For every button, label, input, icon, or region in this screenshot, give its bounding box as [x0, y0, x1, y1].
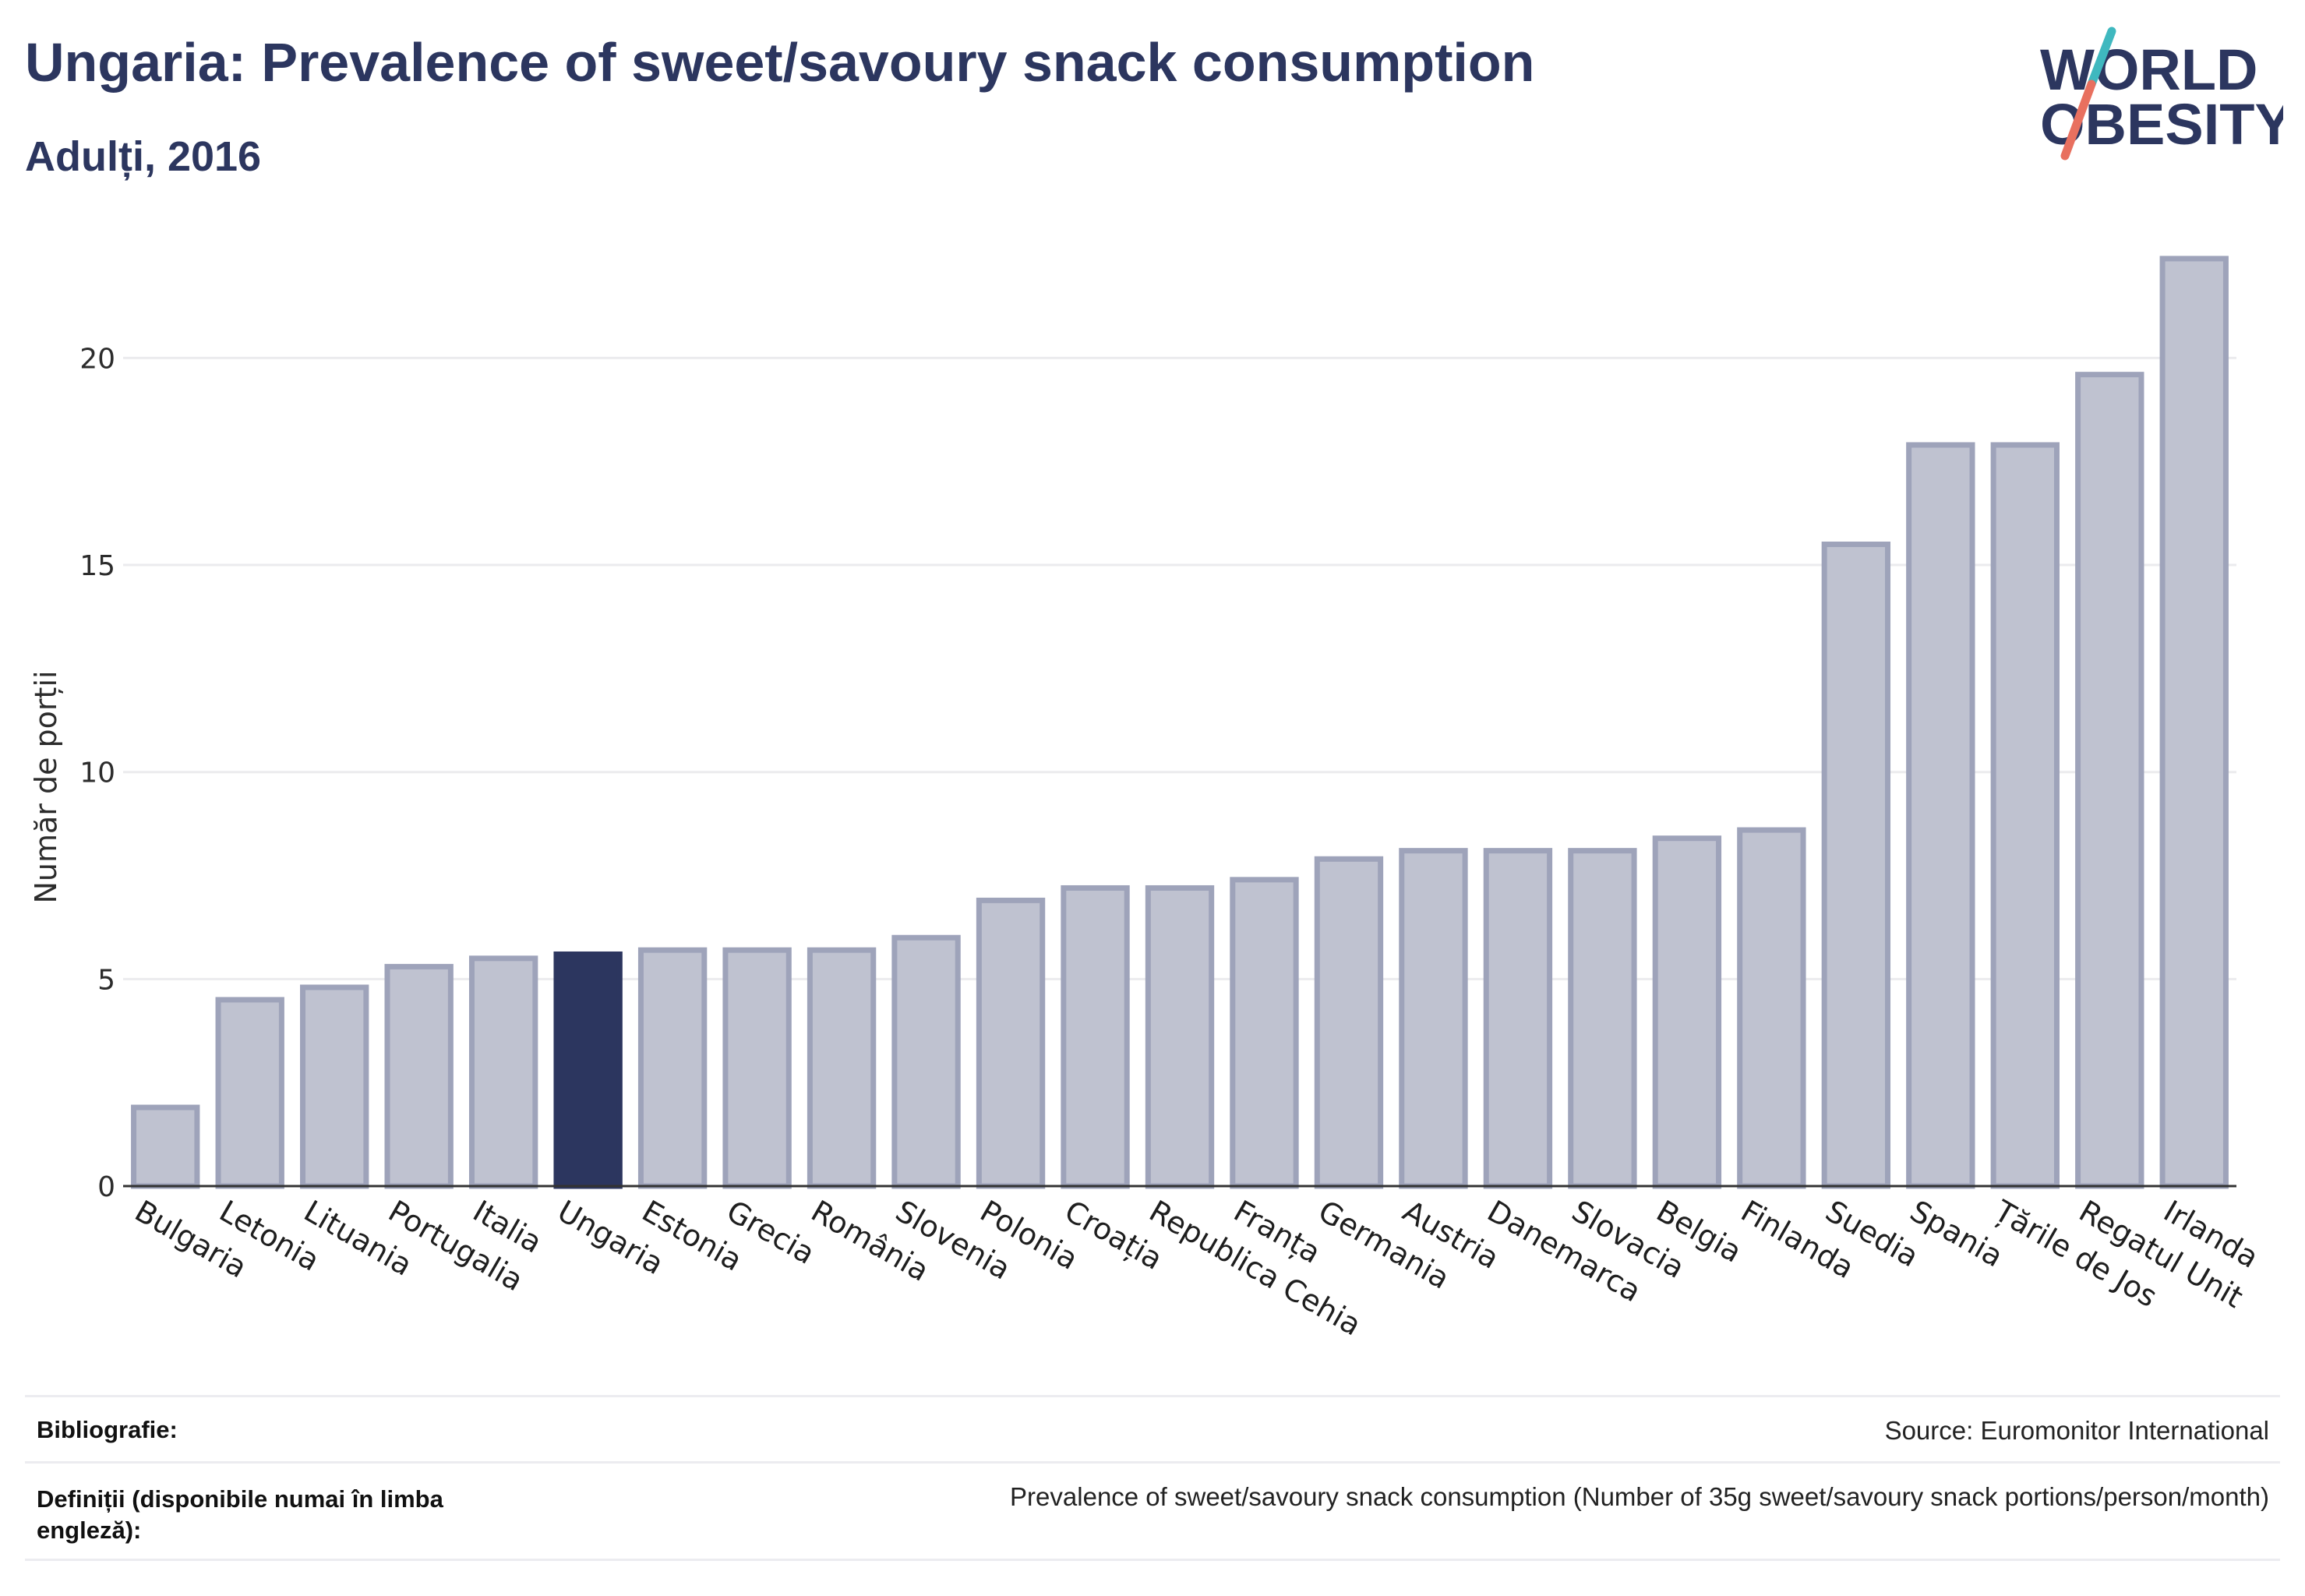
bar-regatul-unit [2075, 372, 2144, 1189]
bar-spania [1906, 442, 1975, 1189]
definitions-value: Prevalence of sweet/savoury snack consum… [1010, 1482, 2269, 1511]
bar-letonia [215, 997, 284, 1189]
logo-slash-teal [2087, 26, 2116, 89]
bar-republica-cehia [1145, 885, 1215, 1189]
bar-ungaria [553, 951, 623, 1189]
bibliography-value: Source: Euromonitor International [1884, 1416, 2269, 1445]
chart-subtitle: Adulți, 2016 [25, 133, 262, 180]
bibliography-row: Bibliografie: Source: Euromonitor Intern… [25, 1395, 2280, 1461]
y-tick-label: 20 [79, 343, 115, 375]
world-obesity-logo: WORLD OBESITY [2040, 26, 2283, 161]
bar-portugalia [384, 963, 454, 1189]
bar-românia [807, 947, 877, 1189]
y-tick-label: 5 [97, 964, 115, 996]
bar-irlanda [2159, 256, 2229, 1189]
bar-slovenia [891, 934, 961, 1189]
bar-suedia [1821, 541, 1891, 1189]
bar-germania [1314, 856, 1384, 1189]
bar-belgia [1652, 835, 1722, 1189]
chart-footer: Bibliografie: Source: Euromonitor Intern… [25, 1395, 2280, 1561]
bar-italia [468, 955, 538, 1189]
y-tick-labels: 0 5 10 15 20 [79, 343, 115, 1203]
logo-line-world: WORLD [2040, 37, 2258, 102]
y-tick-label: 0 [97, 1171, 115, 1203]
y-tick-label: 10 [79, 757, 115, 789]
y-axis-label: Număr de porții [29, 670, 63, 903]
bar-grecia [722, 947, 792, 1189]
bar-croația [1061, 885, 1130, 1189]
bar-bulgaria [131, 1104, 200, 1189]
definitions-row: Definiții (disponibile numai în limba en… [25, 1461, 2280, 1561]
bar-slovacia [1568, 848, 1637, 1189]
bars [131, 256, 2229, 1189]
bar-polonia [976, 897, 1046, 1189]
bar-chart: 0 5 10 15 20 BulgariaLetoniaLituaniaPortugal… [29, 256, 2264, 1343]
x-tick-label: Croația [1059, 1194, 1168, 1276]
bar-țările-de-jos [1990, 442, 2060, 1189]
chart-title: Ungaria: Prevalence of sweet/savoury sna… [25, 32, 1535, 93]
bibliography-label: Bibliografie: [37, 1416, 178, 1443]
bar-lituania [300, 984, 369, 1189]
definitions-label: Definiții (disponibile numai în limba en… [37, 1485, 443, 1544]
bar-franța [1230, 877, 1299, 1189]
bar-austria [1399, 848, 1468, 1189]
y-tick-label: 15 [79, 550, 115, 582]
bar-danemarca [1483, 848, 1553, 1189]
x-tick-label: Spania [1904, 1194, 2009, 1274]
bar-estonia [637, 947, 708, 1189]
bar-finlanda [1737, 827, 1806, 1189]
logo-slash-coral [2060, 79, 2096, 161]
